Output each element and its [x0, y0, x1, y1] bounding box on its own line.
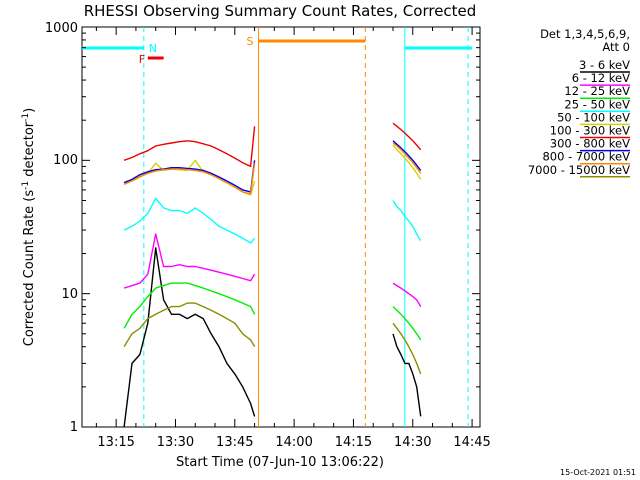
- x-tick-label: 14:15: [335, 435, 372, 450]
- series-line-6-12-kev-seg1: [123, 233, 256, 289]
- x-tick-label: 14:45: [453, 435, 490, 450]
- series-line-7000-15000-kev-seg2: [392, 322, 422, 375]
- footer-date: 15-Oct-2021 01:51: [560, 468, 636, 477]
- y-tick-label-10: 10: [61, 287, 78, 302]
- y-axis-title-sup2: -1: [21, 113, 31, 122]
- x-tick-label: 14:00: [275, 435, 312, 450]
- y-tick-label-1000: 1000: [45, 21, 78, 36]
- legend-label: 25 - 50 keV: [564, 97, 630, 111]
- y-axis-title-part1: Corrected Count Rate (s: [22, 190, 37, 347]
- x-tick-label: 13:45: [216, 435, 253, 450]
- y-axis-title-sup1: -1: [21, 181, 31, 190]
- legend-header-line2: Att 0: [602, 40, 630, 54]
- series-line-800-7000-kev-seg1: [123, 163, 256, 195]
- legend-label: 3 - 6 keV: [579, 58, 630, 72]
- series-line-3-6-kev-seg1: [123, 247, 256, 428]
- chart-title: RHESSI Observing Summary Count Rates, Co…: [84, 2, 477, 20]
- night-label: N: [149, 42, 157, 55]
- x-tick-label: 14:30: [394, 435, 431, 450]
- legend-label: 7000 - 15000 keV: [528, 163, 630, 177]
- plot-frame: [81, 26, 481, 428]
- x-tick-labels: 13:15 13:30 13:45 14:00 14:15 14:30 14:45: [97, 435, 490, 450]
- series-line-800-7000-kev-seg2: [392, 142, 422, 174]
- series-line-7000-15000-kev-seg1: [123, 302, 256, 348]
- series-line-6-12-kev-seg2: [392, 282, 422, 307]
- series-line-25-50-kev-seg2: [392, 200, 422, 241]
- legend-label: 6 - 12 keV: [572, 71, 630, 85]
- x-axis-title: Start Time (07-Jun-10 13:06:22): [176, 455, 384, 470]
- legend-label: 300 - 800 keV: [550, 137, 630, 151]
- series-line-50-100-kev-seg2: [392, 144, 422, 180]
- y-axis-title: Corrected Count Rate (s-1 detector-1): [21, 108, 37, 346]
- legend-label: 12 - 25 keV: [564, 84, 630, 98]
- y-tick-label-100: 100: [53, 153, 78, 168]
- y-tick-label-1: 1: [70, 420, 78, 435]
- tick-layer: [82, 26, 480, 428]
- legend-label: 50 - 100 keV: [557, 110, 630, 124]
- x-tick-label: 13:30: [157, 435, 194, 450]
- series-line-12-25-kev-seg1: [123, 282, 256, 329]
- legend-label: 800 - 7000 keV: [542, 150, 630, 164]
- flare-label: F: [139, 53, 145, 66]
- series-line-12-25-kev-seg2: [392, 306, 422, 341]
- series-layer: [123, 122, 422, 428]
- series-line-100-300-kev-seg1: [123, 126, 256, 168]
- legend-label: 100 - 300 keV: [550, 124, 630, 138]
- series-line-300-800-kev-seg1: [123, 160, 256, 193]
- series-line-300-800-kev-seg2: [392, 140, 422, 171]
- saa-label: S: [247, 35, 254, 48]
- series-line-25-50-kev-seg1: [123, 197, 256, 244]
- x-tick-label: 13:15: [97, 435, 134, 450]
- series-line-3-6-kev-seg2: [392, 333, 422, 417]
- annotation-layer: NF S: [82, 27, 473, 427]
- y-axis-title-part3: ): [22, 108, 37, 113]
- series-line-100-300-kev-seg2: [392, 122, 422, 151]
- y-axis-title-part2: detector: [22, 121, 37, 181]
- legend-header-line1: Det 1,3,4,5,6,9,: [540, 27, 630, 41]
